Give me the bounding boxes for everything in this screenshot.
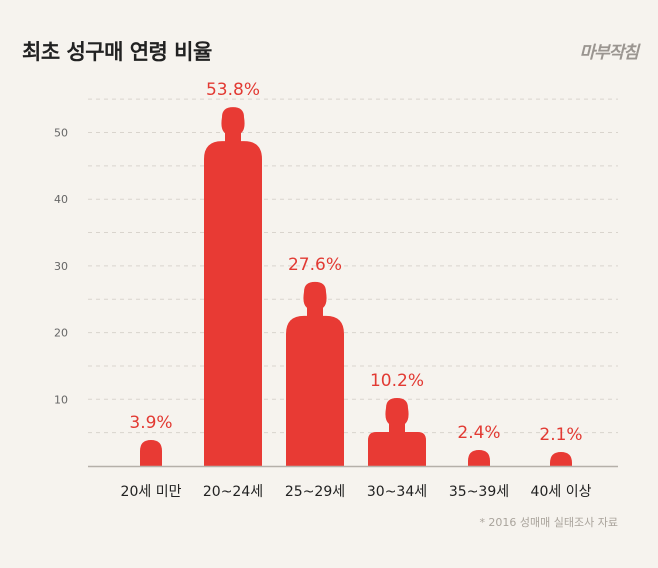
bar-3 [286,281,344,466]
category-label-4: 30~34세 [367,484,427,500]
y-tick-label: 20 [54,327,68,340]
data-label-5: 2.4% [457,423,500,443]
data-label-1: 3.9% [129,413,172,433]
grid-lines [88,98,618,434]
bar-6 [550,451,572,466]
publisher-logo: 마부작침 [579,43,639,63]
x-axis-categories: 20세 미만 20~24세 25~29세 30~34세 35~39세 40세 이상 [121,484,592,500]
bar-4 [368,397,426,466]
category-label-1: 20세 미만 [121,484,182,500]
y-tick-label: 50 [54,127,68,140]
data-label-6: 2.1% [539,425,582,445]
data-labels: 3.9% 53.8% 27.6% 10.2% 2.4% 2.1% [129,80,582,445]
bar-1 [140,439,162,466]
bar-5 [468,449,490,466]
data-label-2: 53.8% [206,80,260,100]
category-label-5: 35~39세 [449,484,509,500]
data-label-3: 27.6% [288,255,342,275]
bar-2 [204,107,262,467]
chart-title: 최초 성구매 연령 비율 [22,40,212,64]
category-label-2: 20~24세 [203,484,263,500]
category-label-6: 40세 이상 [531,484,592,500]
y-tick-label: 10 [54,393,68,406]
category-label-3: 25~29세 [285,484,345,500]
y-tick-label: 30 [54,260,68,273]
source-note: * 2016 성매매 실태조사 자료 [479,516,618,529]
y-axis-ticks: 10 20 30 40 50 [54,127,68,407]
bars [140,107,572,467]
data-label-4: 10.2% [370,371,424,391]
y-tick-label: 40 [54,193,68,206]
